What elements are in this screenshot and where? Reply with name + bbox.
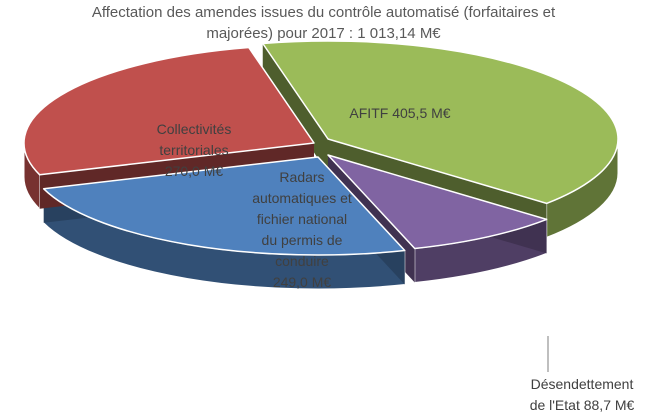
pie-slice-0 bbox=[262, 40, 619, 205]
slice-label-3-line-0: Collectivités bbox=[157, 121, 232, 137]
slice-label-3-line-1: territoriales bbox=[159, 142, 228, 158]
chart-title-line-1: Affectation des amendes issues du contrô… bbox=[91, 4, 556, 21]
slice-label-0-line-0: AFITF 405,5 M€ bbox=[349, 105, 450, 121]
chart-title-line-2: majorées) pour 2017 : 1 013,14 M€ bbox=[206, 25, 441, 42]
pie-slice-1 bbox=[327, 154, 548, 250]
slice-label-2-line-3: du permis de bbox=[262, 232, 343, 248]
slice-label-3-line-2: 270,0 M€ bbox=[165, 163, 224, 179]
slice-label-2-line-2: fichier national bbox=[257, 211, 347, 227]
slice-label-2-line-0: Radars bbox=[279, 169, 324, 185]
slice-label-2-line-5: 249,0 M€ bbox=[273, 274, 332, 290]
slice-label-1-line-1: de l'Etat 88,7 M€ bbox=[530, 397, 635, 413]
slice-label-2-line-1: automatiques et bbox=[252, 190, 352, 206]
pie-slice-3 bbox=[23, 46, 315, 176]
slice-label-2-line-4: conduire bbox=[275, 253, 329, 269]
slice-label-1-line-0: Désendettement bbox=[531, 376, 634, 392]
slice-label-1: Désendettement de l'Etat 88,7 M€ bbox=[530, 376, 635, 413]
slice-label-0: AFITF 405,5 M€ bbox=[349, 105, 450, 121]
slice-label-2: Radars automatiques et fichier national du … bbox=[252, 169, 352, 290]
pie-tops bbox=[23, 40, 619, 256]
pie-slice-2 bbox=[42, 156, 406, 256]
chart-title: Affectation des amendes issues du contrô… bbox=[0, 2, 647, 44]
slice-label-3: Collectivités territoriales 270,0 M€ bbox=[157, 121, 232, 179]
